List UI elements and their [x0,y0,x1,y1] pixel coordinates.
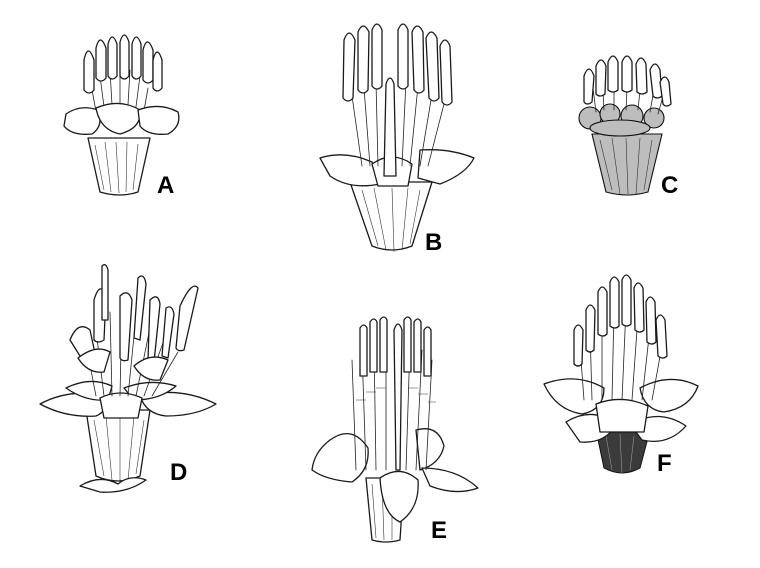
panel-label-d: D [170,459,188,486]
panel-label-e: E [431,517,448,544]
panel-label-f: F [657,450,672,477]
flower-d-drawing [39,264,217,493]
flower-e-drawing [311,316,479,543]
flower-a-drawing [63,34,180,196]
flower-f-drawing [543,274,699,475]
flower-c-drawing [578,55,672,196]
panel-label-a: A [157,172,175,199]
panel-label-b: B [425,229,443,256]
flower-b-drawing [319,23,475,253]
panel-label-c: C [661,172,679,199]
